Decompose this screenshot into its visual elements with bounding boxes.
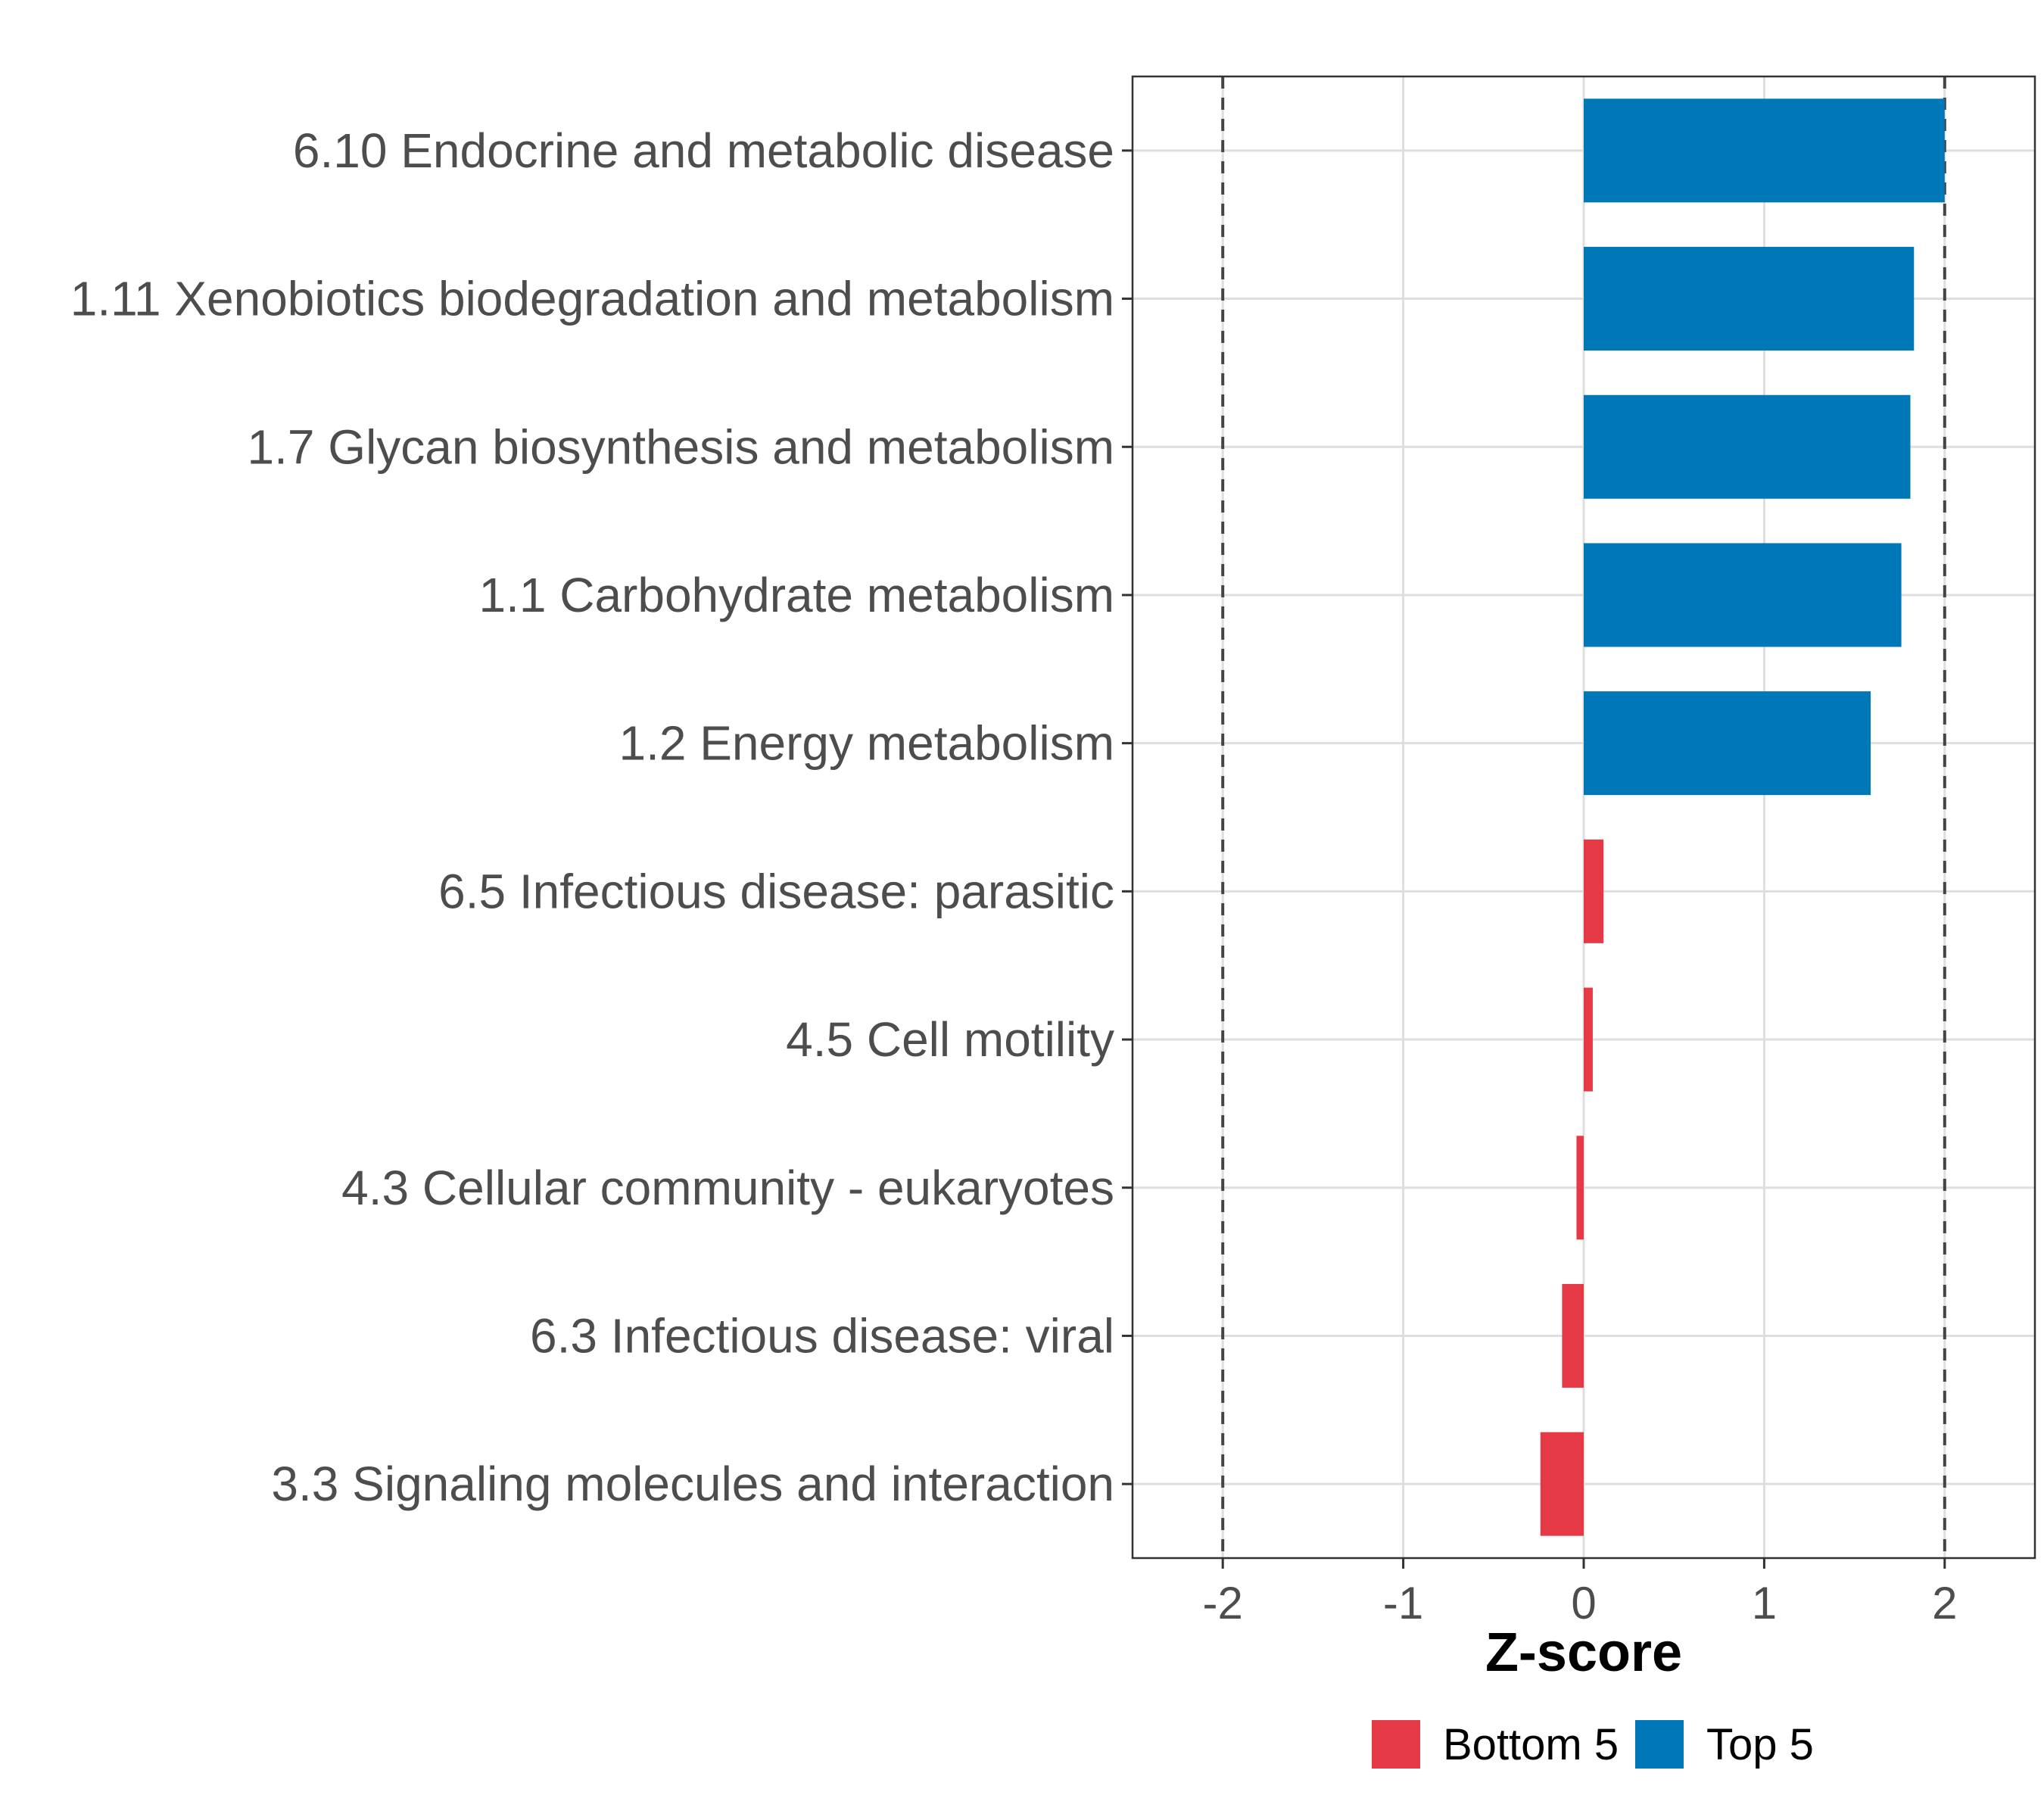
y-axis: 6.10 Endocrine and metabolic disease 1.11… <box>70 123 1133 1511</box>
y-tick-label: 6.10 Endocrine and metabolic disease <box>293 123 1114 178</box>
y-tick-label: 3.3 Signaling molecules and interaction <box>271 1457 1114 1511</box>
x-tick-label: 2 <box>1932 1578 1957 1628</box>
x-tick-label: -1 <box>1383 1578 1423 1628</box>
bar-10 <box>1540 1432 1584 1536</box>
legend-label: Top 5 <box>1706 1720 1814 1769</box>
x-axis: -2 -1 0 1 2 <box>1203 1558 1957 1628</box>
y-tick-label: 6.3 Infectious disease: viral <box>530 1308 1114 1363</box>
legend-label: Bottom 5 <box>1443 1720 1619 1769</box>
legend-swatch <box>1372 1720 1420 1769</box>
legend-swatch <box>1635 1720 1684 1769</box>
x-tick-label: 1 <box>1752 1578 1777 1628</box>
y-tick-label: 1.7 Glycan biosynthesis and metabolism <box>248 419 1114 474</box>
bar-7 <box>1584 987 1593 1092</box>
bar-2 <box>1584 247 1915 351</box>
x-axis-title: Z-score <box>1485 1622 1682 1683</box>
bar-3 <box>1584 394 1911 499</box>
bar-4 <box>1584 543 1902 647</box>
y-tick-label: 6.5 Infectious disease: parasitic <box>438 864 1114 918</box>
x-tick-label: 0 <box>1571 1578 1596 1628</box>
bar-8 <box>1576 1136 1584 1240</box>
y-tick-label: 1.2 Energy metabolism <box>618 716 1114 771</box>
bar-1 <box>1584 98 1945 203</box>
x-tick-label: -2 <box>1203 1578 1243 1628</box>
legend: Bottom 5 Top 5 <box>1372 1720 1814 1769</box>
bar-5 <box>1584 691 1871 796</box>
y-tick-label: 1.11 Xenobiotics biodegradation and meta… <box>70 272 1114 326</box>
y-tick-label: 1.1 Carbohydrate metabolism <box>478 568 1114 622</box>
bar-9 <box>1562 1283 1584 1388</box>
reference-lines <box>1221 76 1946 1558</box>
y-tick-label: 4.5 Cell motility <box>786 1012 1114 1067</box>
bars <box>1540 98 1945 1536</box>
y-tick-label: 4.3 Cellular community - eukaryotes <box>341 1161 1114 1215</box>
bar-6 <box>1584 839 1604 943</box>
